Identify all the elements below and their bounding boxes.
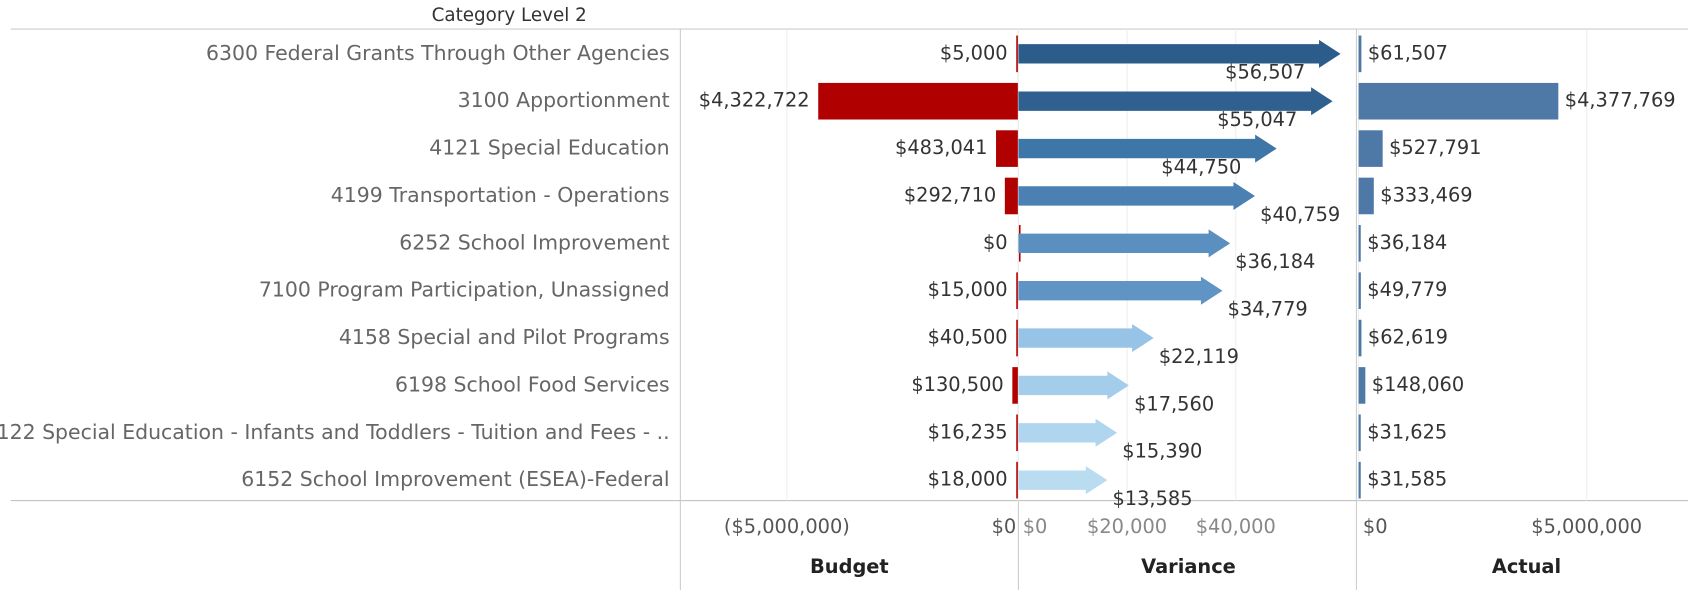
value-label: $527,791 (1389, 136, 1481, 159)
variance-arrow (1018, 371, 1129, 400)
value-label: $483,041 (895, 136, 987, 159)
variance-arrow (1018, 87, 1333, 116)
bar (1016, 35, 1019, 73)
value-label: $5,000 (940, 41, 1008, 64)
x-tick-label: $40,000 (1196, 515, 1276, 538)
value-label: $0 (983, 231, 1008, 254)
bar (818, 82, 1019, 120)
value-label: $333,469 (1380, 183, 1472, 206)
category-label: 6252 School Improvement (399, 230, 669, 254)
column-title: Budget (810, 555, 889, 578)
bar (1016, 414, 1019, 452)
category-label: 4158 Special and Pilot Programs (339, 325, 670, 349)
bar (1016, 319, 1019, 357)
bar (1358, 367, 1366, 404)
value-label: $130,500 (911, 373, 1003, 396)
variance-arrow (1018, 418, 1118, 447)
category-label: 4199 Transportation - Operations (331, 183, 670, 207)
value-label: $15,000 (928, 278, 1008, 301)
x-tick-label: ($5,000,000) (724, 515, 850, 538)
value-label: $55,047 (1217, 108, 1297, 131)
value-label: $36,184 (1235, 250, 1315, 273)
value-label: $292,710 (904, 183, 996, 206)
value-label: $36,184 (1367, 231, 1447, 254)
value-label: $61,507 (1368, 41, 1448, 64)
bar (1358, 414, 1361, 452)
bar (1012, 367, 1019, 404)
value-label: $49,779 (1367, 278, 1447, 301)
bar (1358, 177, 1374, 215)
variance-arrow (1018, 134, 1277, 163)
value-label: $4,377,769 (1565, 89, 1676, 112)
x-tick-label: $5,000,000 (1531, 515, 1642, 538)
category-label: 6198 School Food Services (395, 372, 670, 396)
value-label: $22,119 (1159, 345, 1239, 368)
value-label: $31,625 (1367, 420, 1447, 443)
value-label: $62,619 (1368, 326, 1448, 349)
bar (1358, 319, 1362, 357)
bar (1358, 225, 1361, 262)
category-label: 6152 School Improvement (ESEA)-Federal (241, 467, 669, 491)
value-label: $40,500 (928, 326, 1008, 349)
value-label: $17,560 (1134, 392, 1214, 415)
value-label: $44,750 (1161, 155, 1241, 178)
bar (1016, 272, 1019, 309)
bar (996, 130, 1019, 167)
variance-arrow (1018, 181, 1255, 210)
bar (1358, 272, 1361, 309)
variance-arrow (1018, 276, 1223, 305)
bar (1004, 177, 1019, 215)
value-label: $13,585 (1112, 487, 1192, 510)
value-label: $15,390 (1122, 440, 1202, 463)
x-tick-label: $20,000 (1087, 515, 1167, 538)
header: Category Level 2 (432, 5, 587, 26)
category-label: 6300 Federal Grants Through Other Agenci… (206, 41, 670, 65)
bar (1358, 130, 1383, 167)
category-label: 3100 Apportionment (458, 88, 670, 112)
value-label: $18,000 (928, 468, 1008, 491)
x-tick-label: $0 (1023, 515, 1048, 538)
variance-arrow (1018, 324, 1154, 353)
variance-arrow (1018, 466, 1108, 495)
column-title: Variance (1141, 555, 1236, 578)
value-label: $31,585 (1367, 468, 1447, 491)
bar (1358, 35, 1362, 73)
value-label: $40,759 (1260, 203, 1340, 226)
variance-arrow (1018, 39, 1341, 68)
bar (1358, 461, 1361, 499)
x-tick-label: $0 (1363, 515, 1388, 538)
value-label: $34,779 (1228, 298, 1308, 321)
value-label: $148,060 (1372, 373, 1464, 396)
x-tick-label: $0 (992, 515, 1017, 538)
category-label: 4122 Special Education - Infants and Tod… (0, 420, 670, 444)
category-label: 7100 Program Participation, Unassigned (259, 278, 670, 302)
value-label: $4,322,722 (699, 89, 810, 112)
variance-arrow (1018, 229, 1231, 258)
bar (1016, 461, 1019, 499)
column-title: Actual (1492, 555, 1561, 578)
category-label: 4121 Special Education (429, 136, 669, 160)
value-label: $16,235 (928, 420, 1008, 443)
value-label: $56,507 (1225, 61, 1305, 84)
bar (1358, 82, 1559, 120)
